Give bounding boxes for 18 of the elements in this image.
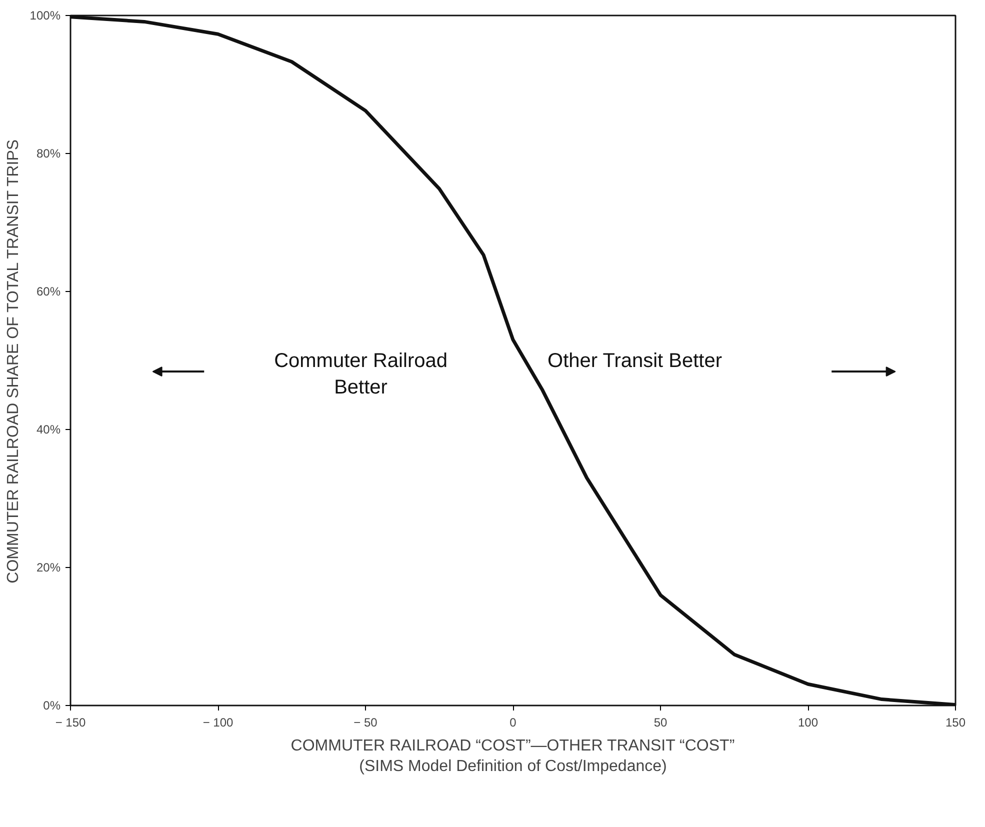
y-tick-label: 40% <box>36 422 61 436</box>
annotation: Commuter Railroad Better <box>274 350 448 399</box>
y-tick-label: 0% <box>43 698 61 712</box>
annotation: Other Transit Better <box>548 350 722 372</box>
x-axis-title: COMMUTER RAILROAD “COST”—OTHER TRANSIT “COST” (SIMS Model Definition of Cost/Impedance) <box>290 738 735 775</box>
x-tick-label: − 50 <box>354 716 378 730</box>
x-tick-label: 100 <box>798 716 818 730</box>
x-tick-label: 150 <box>945 716 966 730</box>
y-axis-title: COMMUTER RAILROAD SHARE OF TOTAL TRANSIT TRIPS <box>4 139 22 584</box>
x-tick-label: 50 <box>654 716 668 730</box>
y-tick-label: 100% <box>30 8 61 22</box>
line-series <box>70 16 956 706</box>
y-tick-label: 80% <box>36 146 61 160</box>
x-tick-label: − 100 <box>202 716 234 730</box>
x-tick-label: − 150 <box>55 716 86 730</box>
x-tick-label: 0 <box>510 716 517 730</box>
y-tick-label: 20% <box>36 560 61 574</box>
y-tick-label: 60% <box>36 284 61 298</box>
